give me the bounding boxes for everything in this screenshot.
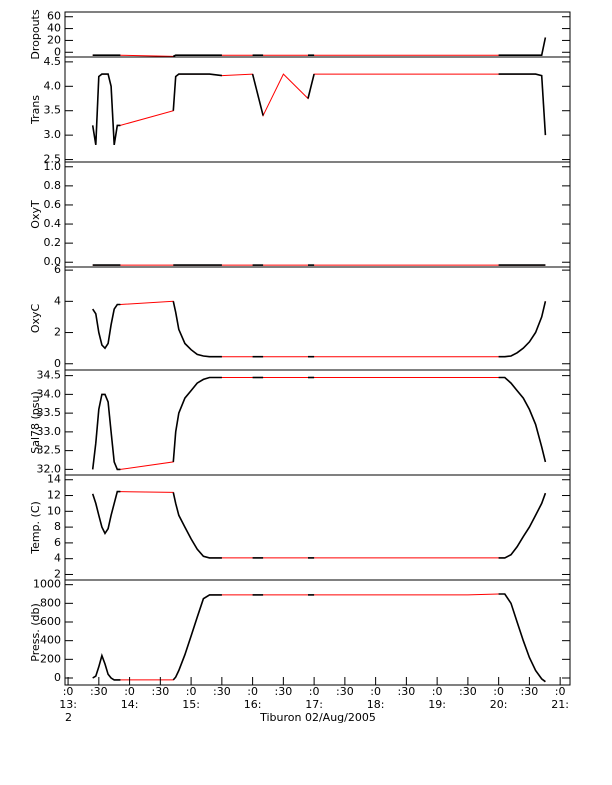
data-line (172, 73, 222, 111)
data-line (251, 73, 264, 116)
y-tick-label: 0.8 (44, 179, 62, 192)
x-tick-label: :30 (275, 685, 293, 698)
x-tick-label: :0 (124, 685, 135, 698)
data-line (172, 376, 222, 462)
y-tick-label: 34.0 (37, 387, 62, 400)
x-tick-label: :0 (186, 685, 197, 698)
data-line (172, 301, 222, 358)
y-tick-label: 1000 (33, 578, 61, 591)
y-tick-label: 800 (40, 596, 61, 609)
y-axis-label: Dropouts (29, 9, 42, 59)
data-line (498, 73, 547, 136)
y-tick-label: 600 (40, 615, 61, 628)
y-axis-label: Press. (db) (29, 603, 42, 662)
panel-frame (64, 579, 571, 686)
y-tick-label: 0 (54, 671, 61, 684)
y-tick-label: 2 (54, 567, 61, 580)
y-tick-label: 4.5 (44, 55, 62, 68)
y-tick-label: 200 (40, 652, 61, 665)
y-tick-label: 2.5 (44, 153, 62, 166)
y-tick-label: 2 (54, 326, 61, 339)
x-tick-label: :30 (398, 685, 416, 698)
x-hour-label: 17: (305, 698, 323, 711)
y-tick-label: 33.5 (37, 406, 62, 419)
y-tick-label: 1.0 (44, 160, 62, 173)
x-tick-label: :0 (370, 685, 381, 698)
x-tick-label: :0 (247, 685, 258, 698)
data-line (498, 37, 547, 56)
data-line (498, 376, 547, 463)
x-tick-label: :0 (493, 685, 504, 698)
data-line (172, 54, 222, 58)
y-tick-label: 0 (54, 357, 61, 370)
y-tick-label: 14 (47, 473, 61, 486)
x-tick-label: :30 (213, 685, 231, 698)
y-tick-label: 400 (40, 634, 61, 647)
x-hour-label: 16: (244, 698, 262, 711)
y-tick-label: 34.5 (37, 369, 62, 382)
y-tick-label: 0.4 (44, 217, 62, 230)
y-tick-label: 20 (47, 33, 61, 46)
y-tick-label: 60 (47, 10, 61, 23)
y-tick-label: 32.0 (37, 462, 62, 475)
data-line (172, 594, 222, 681)
y-tick-label: 32.5 (37, 444, 62, 457)
y-tick-label: 4.0 (44, 79, 62, 92)
x-hour-label: 18: (367, 698, 385, 711)
y-tick-label: 0.6 (44, 198, 62, 211)
y-tick-label: 40 (47, 22, 61, 35)
y-tick-label: 33.0 (37, 425, 62, 438)
y-axis-label: OxyC (29, 304, 42, 334)
y-axis-label: OxyT (29, 200, 42, 229)
x-hour-label: 21: (551, 698, 569, 711)
y-tick-label: 0.0 (44, 255, 62, 268)
data-line (91, 490, 121, 536)
data-line (92, 652, 121, 681)
y-tick-label: 3.5 (44, 104, 62, 117)
y-axis-label: Temp. (C) (29, 501, 42, 555)
y-tick-label: 10 (47, 504, 61, 517)
x-axis-label: Tiburon 02/Aug/2005 (259, 711, 376, 724)
x-hour-label: 15: (182, 698, 200, 711)
y-axis-label: Sal78 (psu) (29, 391, 42, 454)
x-hour-label: 19: (428, 698, 446, 711)
x-tick-label: :30 (521, 685, 539, 698)
y-tick-label: 4 (54, 552, 61, 565)
y-tick-label: 0.2 (44, 236, 62, 249)
y-tick-label: 6 (54, 263, 61, 276)
y-tick-label: 4 (54, 294, 61, 307)
x-hour-label: 14: (121, 698, 139, 711)
data-line (498, 301, 547, 358)
data-line (172, 492, 222, 559)
y-tick-label: 0 (54, 45, 61, 58)
x-hour-label: 20: (490, 698, 508, 711)
x-tick-label: :0 (63, 685, 74, 698)
data-line (91, 393, 121, 471)
x-tick-label: :30 (151, 685, 169, 698)
x-tick-label: :30 (90, 685, 108, 698)
x-tick-label: :0 (309, 685, 320, 698)
day-label: 2 (65, 711, 72, 724)
x-tick-label: :0 (432, 685, 443, 698)
data-line (307, 73, 315, 99)
data-line (498, 593, 546, 683)
y-tick-label: 8 (54, 520, 61, 533)
x-hour-label: 13: (59, 698, 77, 711)
y-tick-label: 6 (54, 536, 61, 549)
data-line (91, 73, 121, 146)
x-tick-label: :30 (336, 685, 354, 698)
data-line (92, 303, 121, 350)
data-line (498, 492, 547, 559)
y-axis-label: Trans (29, 95, 42, 125)
y-tick-label: 3.0 (44, 128, 62, 141)
x-tick-label: :30 (459, 685, 477, 698)
y-tick-label: 12 (47, 489, 61, 502)
x-tick-label: :0 (555, 685, 566, 698)
